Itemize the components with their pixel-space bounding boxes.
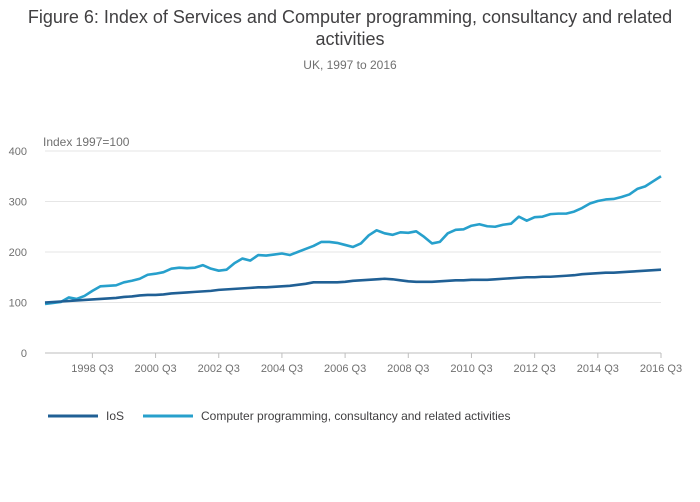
x-axis: 1998 Q3 2000 Q3 2002 Q3 2004 Q3 2006 Q3 2008 … <box>45 352 682 375</box>
legend: IoS Computer programming, consultancy an… <box>48 409 510 423</box>
legend-item-computer-programming[interactable]: Computer programming, consultancy and re… <box>143 409 510 423</box>
legend-item-ios[interactable]: IoS <box>48 409 124 423</box>
series-line-computer-programming[interactable] <box>44 175 662 306</box>
y-tick-label: 0 <box>21 348 27 360</box>
x-tick-label: 2014 Q3 <box>577 363 619 375</box>
x-tick-label: 2002 Q3 <box>198 363 240 375</box>
y-tick-label: 300 <box>9 197 27 209</box>
legend-label-ios: IoS <box>106 409 124 423</box>
y-tick-label: 200 <box>9 247 27 259</box>
gridlines <box>45 150 661 303</box>
x-tick-label: 2008 Q3 <box>387 363 429 375</box>
series-lines <box>44 175 662 306</box>
x-tick-label: 1998 Q3 <box>71 363 113 375</box>
x-tick-label: 2000 Q3 <box>134 363 176 375</box>
x-tick-label: 2016 Q3 <box>640 363 682 375</box>
y-tick-label: 100 <box>9 298 27 310</box>
y-axis-unit-label: Index 1997=100 <box>43 135 130 149</box>
chart-subtitle: UK, 1997 to 2016 <box>303 58 397 72</box>
chart-title: Figure 6: Index of Services and Computer… <box>27 7 673 49</box>
x-tick-label: 2010 Q3 <box>450 363 492 375</box>
x-tick-label: 2012 Q3 <box>514 363 556 375</box>
x-tick-label: 2006 Q3 <box>324 363 366 375</box>
x-tick-label: 2004 Q3 <box>261 363 303 375</box>
y-axis-ticks: 0 100 200 300 400 <box>9 146 27 360</box>
y-tick-label: 400 <box>9 146 27 158</box>
series-line-ios[interactable] <box>44 268 662 304</box>
legend-label-computer-programming: Computer programming, consultancy and re… <box>201 409 510 423</box>
